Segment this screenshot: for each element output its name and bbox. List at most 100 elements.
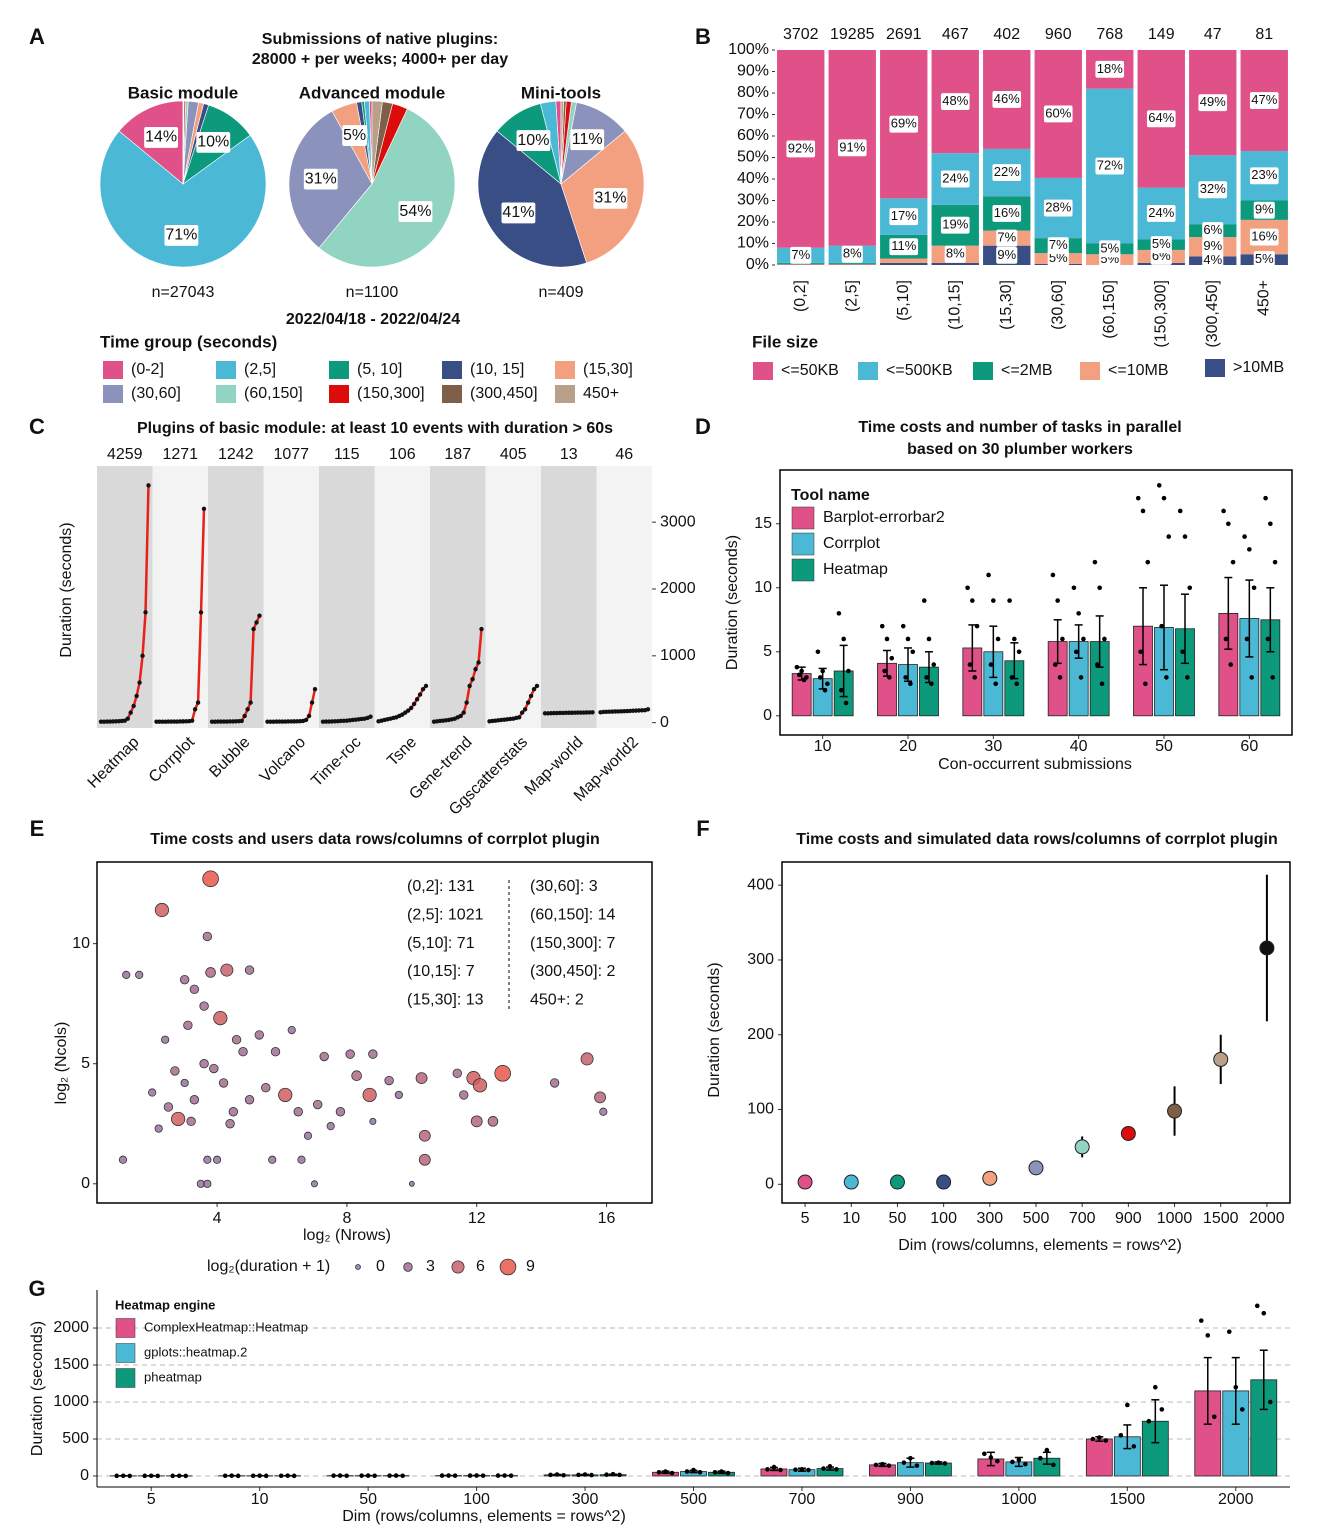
y-tick-label: 500 [62,1430,89,1447]
point [1012,636,1017,642]
panel-bg [263,466,319,728]
point [261,1083,271,1093]
x-tick-label: 2000 [1218,1491,1254,1508]
point [580,1052,594,1066]
point [417,692,423,697]
legend-swatch [115,1318,136,1338]
point [405,708,411,713]
annotation: (30,60]: 3 [530,878,598,895]
bar-segment [880,262,928,265]
x-tick-label: Time-roc [308,734,364,790]
point [1050,572,1056,578]
point [205,967,216,978]
legend-swatch [115,1343,136,1363]
legend-label: (5, 10] [357,361,402,378]
point [459,1090,469,1100]
point [411,701,417,707]
point [179,974,190,985]
point [1268,521,1273,527]
annotation: (0,2]: 131 [407,878,475,895]
y-tick-label: 0 [80,1467,89,1484]
x-tick-label: 500 [680,1491,707,1508]
point [189,1095,200,1105]
point [452,1473,458,1478]
label-bg [992,204,1022,222]
slice-label: 14% [145,129,177,146]
point [1244,636,1250,642]
point [231,1035,242,1045]
point [1060,636,1065,642]
point [995,636,1001,642]
legend-swatch [753,362,773,380]
x-tick-label: Bubble [206,734,253,781]
segment-label: 16% [1251,228,1277,243]
point [137,680,142,685]
point [125,716,130,721]
y-tick-label: 10 [754,579,772,596]
point [439,1473,445,1478]
point [929,1460,935,1466]
point [796,672,802,678]
point [1103,1438,1109,1443]
point [242,713,247,719]
point [1099,681,1105,687]
legend-label: (15,30] [583,361,633,378]
point [617,1472,622,1478]
x-tick-label: Corrplot [146,733,199,786]
segment-label: 11% [891,238,916,253]
legend-label: (2,5] [244,361,276,378]
label-bg [889,238,919,256]
point [599,1107,608,1116]
segment-label: 48% [942,93,968,108]
point [982,1451,987,1457]
x-tick-label: 100 [930,1210,957,1227]
point [882,668,887,674]
y-tick-label: 100 [747,1101,774,1118]
bar-segment [931,262,979,265]
bar-segment [880,258,928,263]
point [1205,1333,1211,1338]
point [384,1075,394,1086]
label-bg [144,127,179,148]
legend-label: <=50KB [781,362,839,379]
point [936,1174,952,1190]
point [1242,534,1247,539]
segment-label: 19% [942,217,968,232]
point [458,713,463,719]
panel-bg [319,466,375,728]
point [239,718,244,724]
point [202,931,213,942]
count-label: 187 [444,446,471,463]
point [414,697,420,702]
slice-label: 41% [502,204,534,221]
point [140,653,145,659]
point [394,1090,403,1100]
point [248,700,253,705]
legend-swatch [103,361,123,379]
point [418,1153,431,1166]
segment-label: 24% [1148,205,1174,220]
point [163,1102,174,1112]
legend-swatch [791,558,815,582]
plot-frame [779,469,1293,736]
point [415,1072,428,1085]
point [146,483,151,488]
y-tick-label: 30% [737,192,769,209]
panel-letter: F [696,816,709,841]
x-tick-label: (30,60] [1049,280,1066,330]
label-bg [1047,237,1069,255]
x-tick-label: Heatmap [85,734,143,792]
point [712,1469,718,1475]
segment-label: 9% [997,247,1016,262]
point [287,1025,296,1035]
legend-label: Corrplot [823,535,880,552]
point [487,1116,499,1127]
label-bg [1146,204,1176,222]
annotation: (2,5]: 1021 [407,907,484,924]
point [192,707,198,712]
point [1177,508,1183,514]
legend-swatch [442,361,462,379]
point [1159,623,1164,629]
annotation: (300,450]: 2 [530,963,616,980]
point [561,1472,566,1478]
